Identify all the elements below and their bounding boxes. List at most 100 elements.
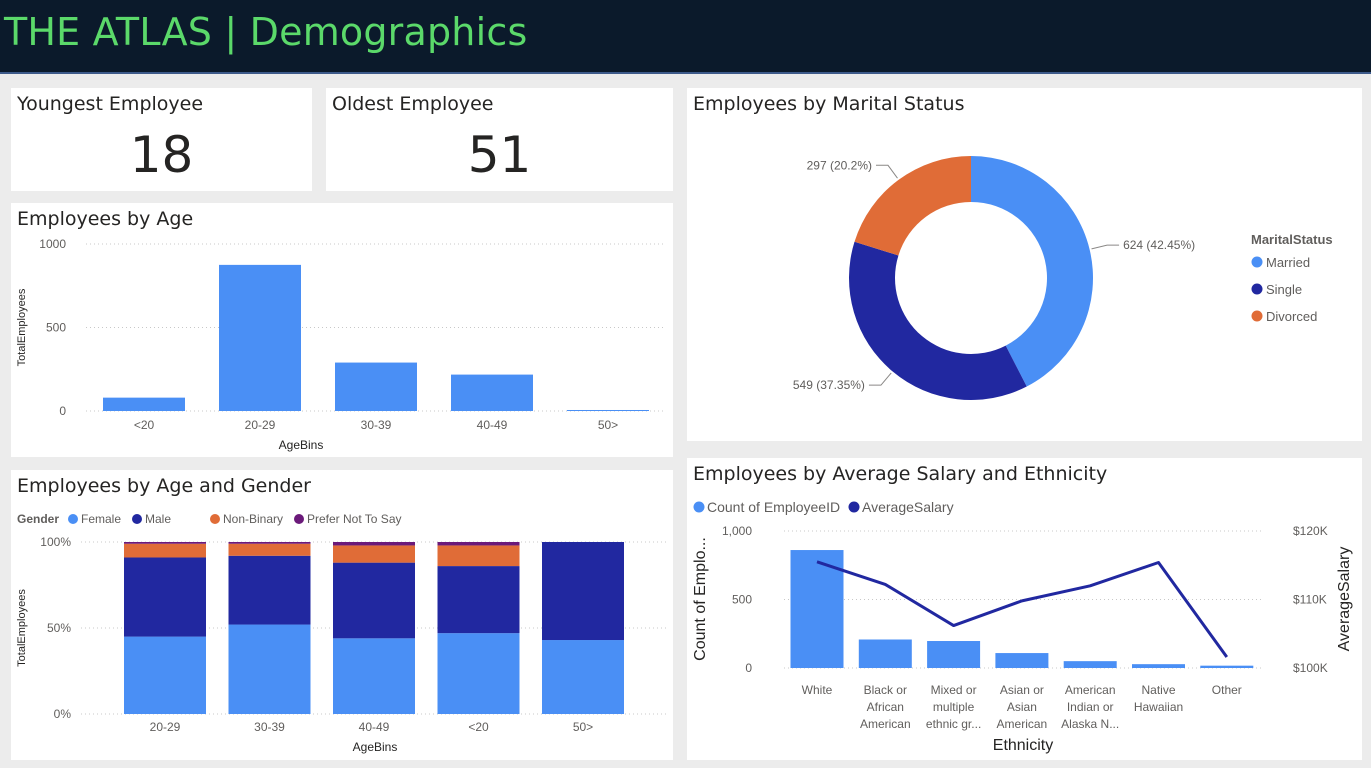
marital-legend-marker: [1251, 283, 1263, 295]
eth-bar[interactable]: [1063, 661, 1117, 668]
gender-bar-segment[interactable]: [437, 545, 520, 567]
age-xtick-label: 20-29: [245, 418, 276, 432]
eth-xtick-label: Hawaiian: [1134, 700, 1183, 714]
marital-data-label: 624 (42.45%): [1123, 238, 1195, 252]
oldest-employee-value: 51: [467, 126, 532, 184]
gender-bar-segment[interactable]: [124, 557, 206, 637]
marital-chart-card[interactable]: Employees by Marital Status 624 (42.45%)…: [687, 88, 1362, 441]
eth-xtick-label: Mixed or: [931, 683, 977, 697]
gender-legend-label: Non-Binary: [223, 512, 283, 526]
age-gender-chart-card[interactable]: Employees by Age and Gender Gender Female…: [11, 470, 673, 760]
age-bar[interactable]: [219, 264, 301, 411]
gender-bar-segment[interactable]: [333, 542, 415, 546]
gender-bar-segment[interactable]: [542, 542, 624, 641]
gender-xtick-label: 50>: [573, 720, 593, 734]
marital-slice[interactable]: [971, 156, 1093, 387]
gender-bar-segment[interactable]: [124, 636, 206, 714]
eth-legend-label: AverageSalary: [862, 499, 954, 515]
eth-legend-label: Count of EmployeeID: [707, 499, 840, 515]
age-xtick-label: 50>: [598, 418, 618, 432]
age-bar[interactable]: [335, 362, 417, 411]
gender-bar-segment[interactable]: [437, 542, 520, 546]
marital-legend-label: Single: [1266, 282, 1302, 297]
marital-legend-label: Divorced: [1266, 309, 1317, 324]
eth-xtick-label: Indian or: [1067, 700, 1114, 714]
gender-legend-label: Male: [145, 512, 171, 526]
eth-y2tick-label: $120K: [1293, 524, 1328, 538]
gender-xtick-label: 30-39: [254, 720, 285, 734]
eth-xtick-label: multiple: [933, 700, 975, 714]
oldest-employee-card[interactable]: Oldest Employee 51: [326, 88, 673, 191]
dashboard-title: THE ATLAS | Demographics: [4, 10, 528, 54]
eth-legend-marker: [693, 501, 705, 513]
eth-xtick-label: American: [997, 717, 1048, 731]
eth-bar[interactable]: [995, 653, 1049, 668]
gender-bar-segment[interactable]: [228, 543, 311, 556]
gender-xtick-label: <20: [468, 720, 489, 734]
eth-bar[interactable]: [790, 550, 844, 668]
eth-xtick-label: Other: [1212, 683, 1242, 697]
eth-y-axis-label: Count of Emplo...: [692, 537, 709, 661]
salary-ethnicity-combo-chart: Count of EmployeeID AverageSalary 0 500 1,00…: [692, 499, 1353, 754]
eth-bar[interactable]: [1200, 665, 1254, 668]
eth-y2tick-label: $110K: [1293, 593, 1327, 607]
marital-leader-line: [868, 372, 892, 386]
age-bar[interactable]: [103, 397, 185, 411]
eth-salary-line[interactable]: [816, 560, 1229, 658]
eth-xtick-label: American: [1065, 683, 1116, 697]
gender-y-axis-label: TotalEmployees: [16, 589, 28, 667]
eth-xtick-label: Asian: [1007, 700, 1037, 714]
gender-bar-segment[interactable]: [542, 640, 624, 714]
age-bar[interactable]: [567, 409, 649, 411]
age-bar[interactable]: [451, 374, 533, 411]
marital-legend-marker: [1251, 256, 1263, 268]
eth-xtick-label: Asian or: [1000, 683, 1044, 697]
gender-bar-segment[interactable]: [333, 562, 415, 639]
eth-bar[interactable]: [927, 641, 981, 668]
gender-bar-segment[interactable]: [228, 555, 311, 625]
eth-bar[interactable]: [858, 639, 912, 668]
gender-bar-segment[interactable]: [228, 542, 311, 544]
gender-bar-segment[interactable]: [333, 638, 415, 714]
eth-xtick-label: Alaska N...: [1061, 717, 1119, 731]
gender-ytick-label: 50%: [47, 621, 71, 635]
salary-ethnicity-chart-title: Employees by Average Salary and Ethnicit…: [693, 463, 1108, 485]
gender-x-axis-label: AgeBins: [353, 740, 398, 754]
eth-xtick-label: American: [860, 717, 911, 731]
marital-chart-title: Employees by Marital Status: [693, 93, 965, 115]
age-ytick-label: 500: [46, 321, 66, 335]
marital-data-label: 297 (20.2%): [807, 158, 872, 172]
gender-legend-marker: [210, 514, 220, 524]
gender-bar-segment[interactable]: [124, 542, 206, 544]
youngest-employee-card[interactable]: Youngest Employee 18: [11, 88, 312, 191]
eth-x-axis-label: Ethnicity: [993, 737, 1053, 754]
gender-xtick-label: 20-29: [150, 720, 181, 734]
eth-bar[interactable]: [1132, 664, 1185, 668]
marital-slice[interactable]: [849, 241, 1027, 400]
marital-slice[interactable]: [854, 156, 971, 256]
youngest-employee-value: 18: [129, 126, 194, 184]
gender-legend-marker: [68, 514, 78, 524]
marital-legend-title: MaritalStatus: [1251, 232, 1333, 247]
eth-ytick-label: 0: [745, 661, 752, 675]
gender-bar-segment[interactable]: [437, 633, 520, 714]
age-x-axis-label: AgeBins: [279, 438, 324, 452]
age-ytick-label: 1000: [39, 237, 66, 251]
gender-ytick-label: 100%: [40, 535, 71, 549]
salary-ethnicity-chart-card[interactable]: Employees by Average Salary and Ethnicit…: [687, 458, 1362, 760]
gender-bar-segment[interactable]: [333, 545, 415, 563]
eth-ytick-label: 500: [732, 593, 752, 607]
age-gender-chart-title: Employees by Age and Gender: [17, 475, 311, 497]
age-ytick-label: 0: [59, 404, 66, 418]
oldest-employee-title: Oldest Employee: [332, 93, 494, 115]
gender-bar-segment[interactable]: [228, 624, 311, 714]
age-gender-stacked-chart: Gender Female Male Non-Binary Prefer Not To …: [16, 512, 666, 754]
gender-bar-segment[interactable]: [437, 566, 520, 634]
age-chart-card[interactable]: Employees by Age 0 500 1000 <20 20-29 30-39 40…: [11, 203, 673, 457]
eth-xtick-label: African: [867, 700, 904, 714]
eth-xtick-label: White: [802, 683, 833, 697]
eth-y2tick-label: $100K: [1293, 661, 1328, 675]
gender-bar-segment[interactable]: [124, 543, 206, 558]
age-bar-chart: 0 500 1000 <20 20-29 30-39 40-49 50> AgeBins Tota…: [16, 237, 666, 452]
marital-leader-line: [1091, 244, 1120, 250]
